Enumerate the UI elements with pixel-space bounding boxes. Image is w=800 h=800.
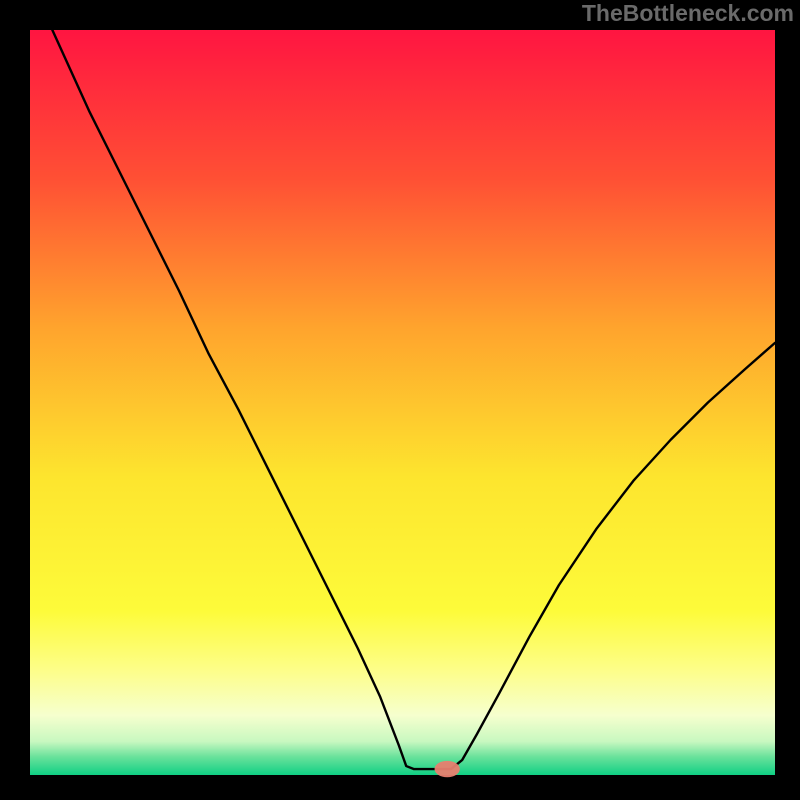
bottleneck-chart bbox=[0, 0, 800, 800]
chart-container: TheBottleneck.com bbox=[0, 0, 800, 800]
optimal-point-marker bbox=[435, 761, 460, 777]
plot-background-gradient bbox=[30, 30, 775, 775]
attribution-text: TheBottleneck.com bbox=[582, 0, 794, 27]
